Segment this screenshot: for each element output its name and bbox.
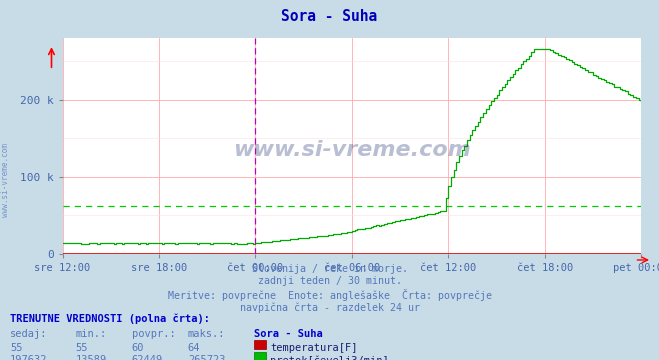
Text: www.si-vreme.com: www.si-vreme.com	[233, 140, 471, 160]
Text: Sora - Suha: Sora - Suha	[254, 329, 322, 339]
Text: Meritve: povprečne  Enote: anglešaške  Črta: povprečje: Meritve: povprečne Enote: anglešaške Črt…	[167, 289, 492, 301]
Text: 55: 55	[10, 343, 22, 353]
Text: 64: 64	[188, 343, 200, 353]
Text: 197632: 197632	[10, 355, 47, 360]
Text: 265723: 265723	[188, 355, 225, 360]
Text: navpična črta - razdelek 24 ur: navpična črta - razdelek 24 ur	[239, 302, 420, 313]
Text: temperatura[F]: temperatura[F]	[270, 343, 358, 353]
Text: Slovenija / reke in morje.: Slovenija / reke in morje.	[252, 264, 407, 274]
Text: 55: 55	[76, 343, 88, 353]
Text: TRENUTNE VREDNOSTI (polna črta):: TRENUTNE VREDNOSTI (polna črta):	[10, 313, 210, 324]
Text: povpr.:: povpr.:	[132, 329, 175, 339]
Text: 60: 60	[132, 343, 144, 353]
Text: sedaj:: sedaj:	[10, 329, 47, 339]
Text: Sora - Suha: Sora - Suha	[281, 9, 378, 24]
Text: 62449: 62449	[132, 355, 163, 360]
Text: www.si-vreme.com: www.si-vreme.com	[1, 143, 10, 217]
Text: maks.:: maks.:	[188, 329, 225, 339]
Text: min.:: min.:	[76, 329, 107, 339]
Text: zadnji teden / 30 minut.: zadnji teden / 30 minut.	[258, 276, 401, 287]
Text: 13589: 13589	[76, 355, 107, 360]
Text: pretok[čevelj3/min]: pretok[čevelj3/min]	[270, 355, 389, 360]
